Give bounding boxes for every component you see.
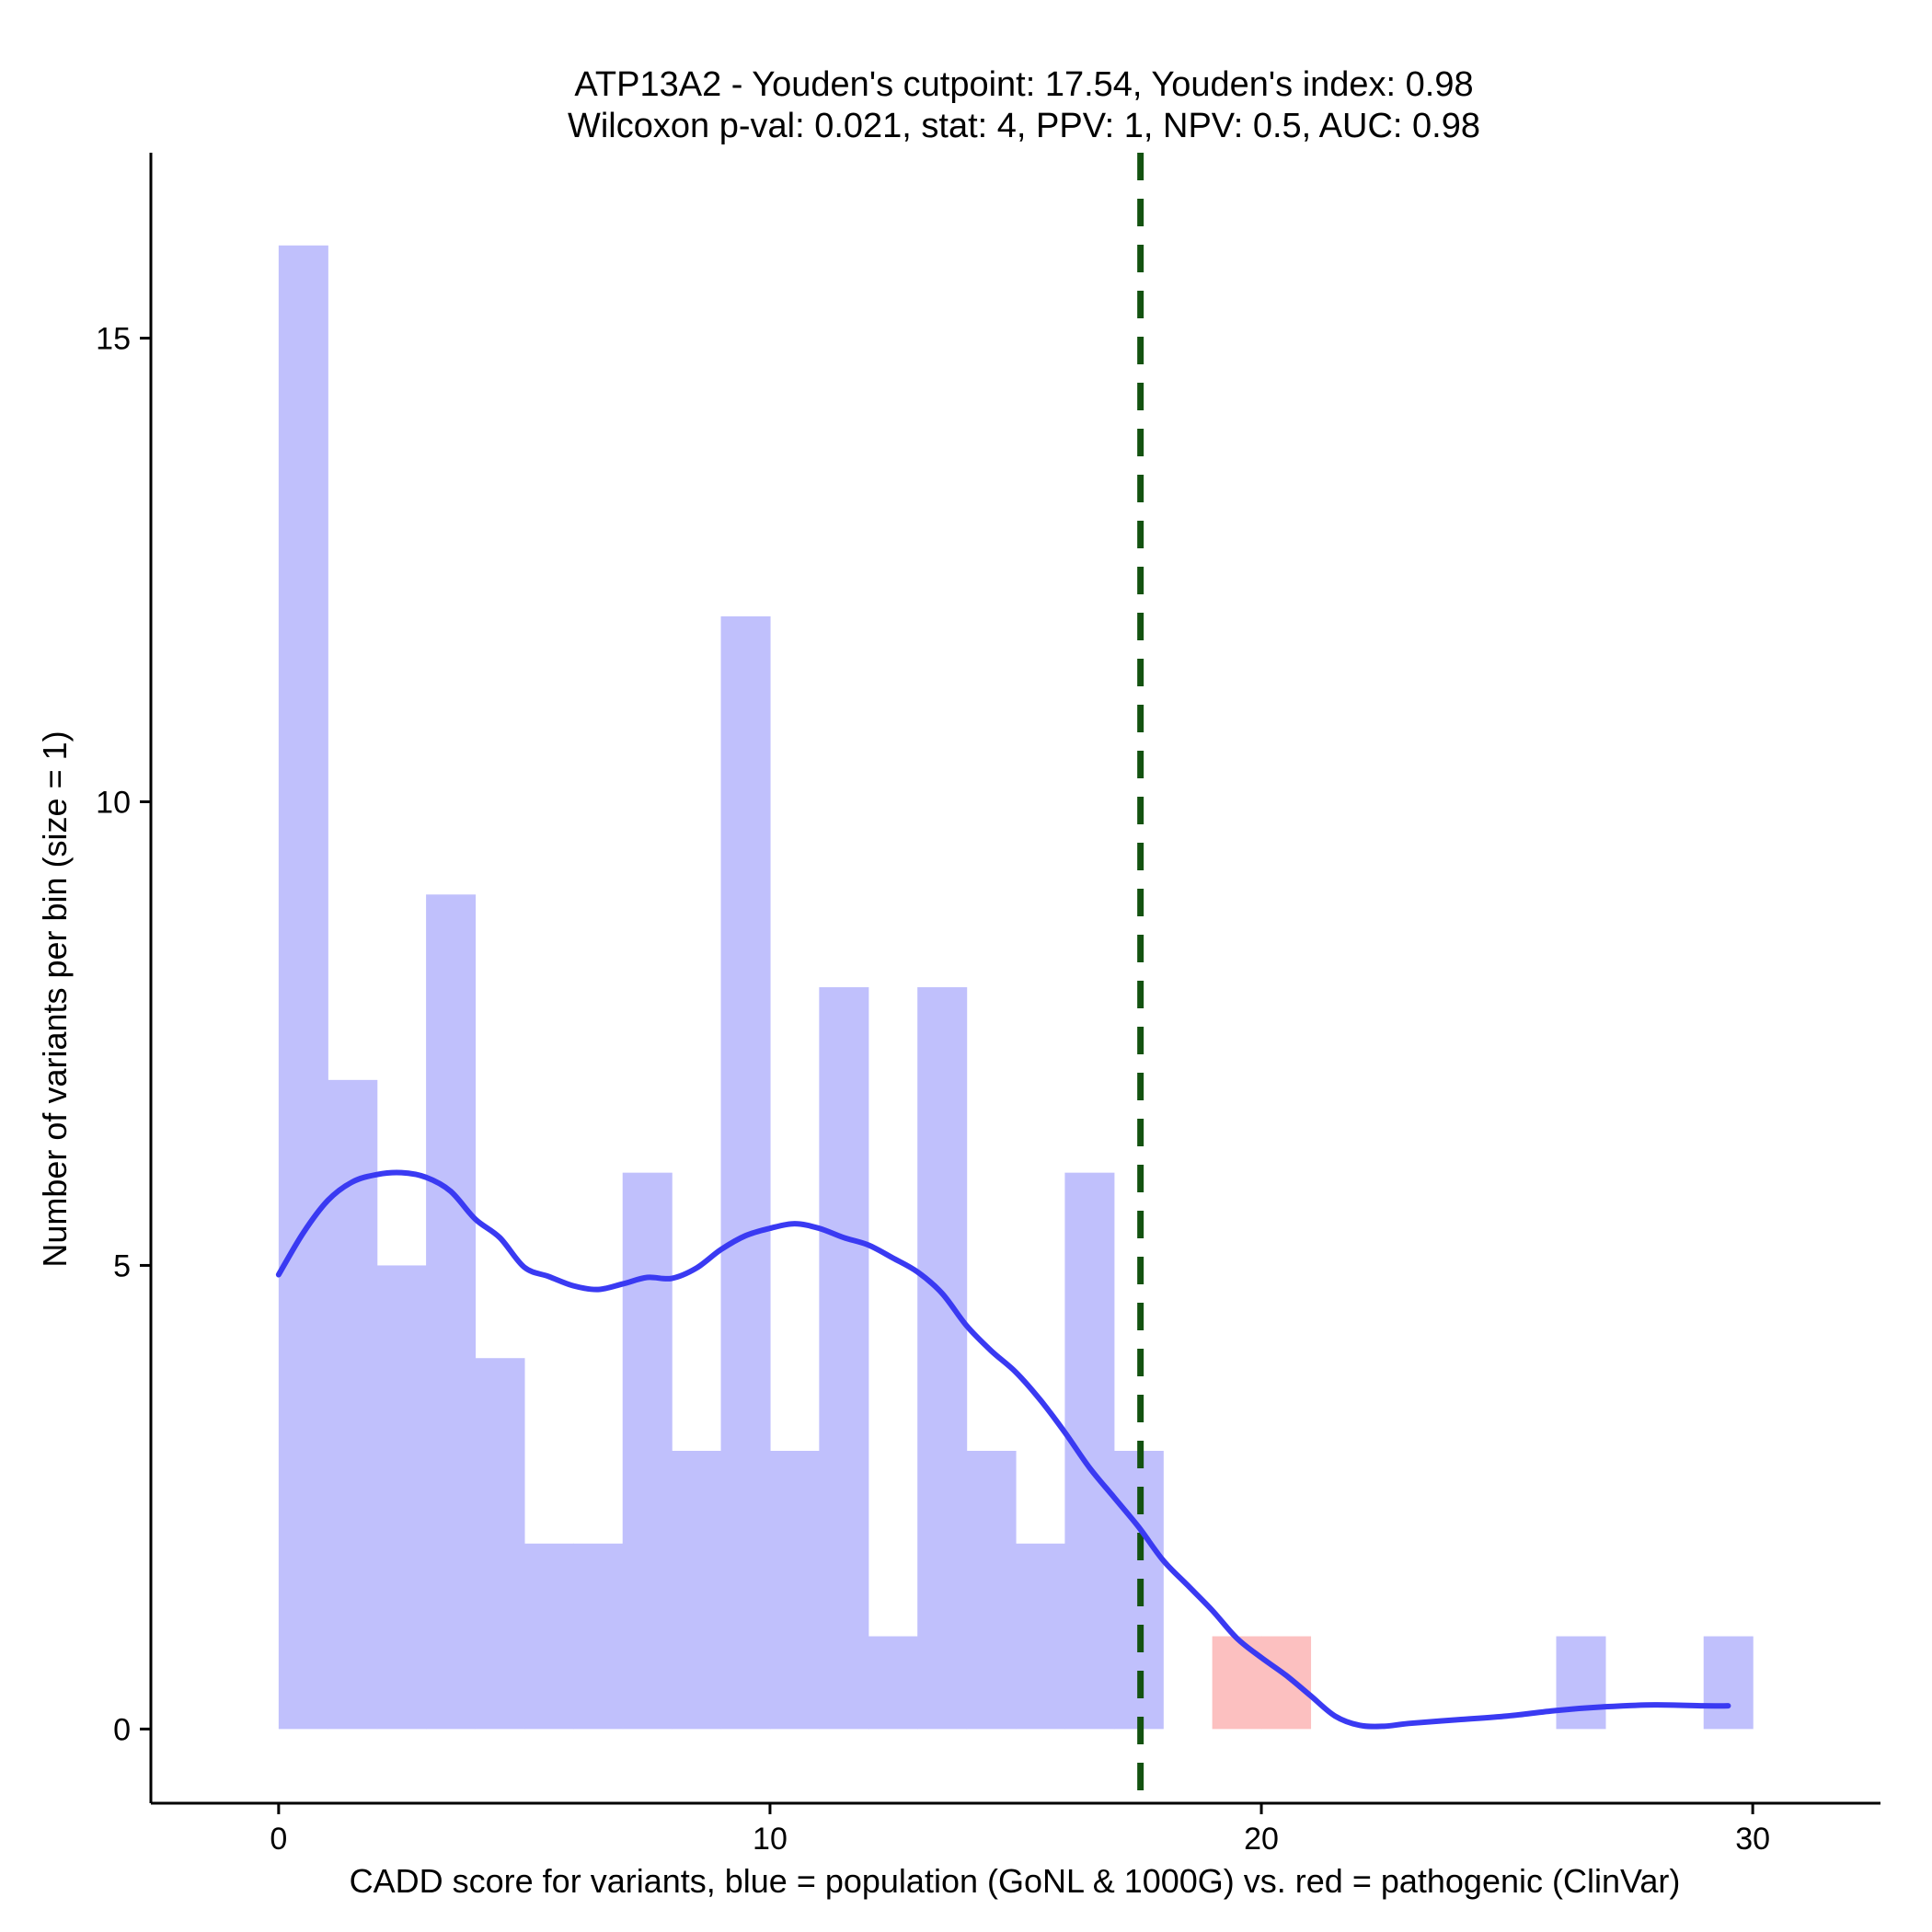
population-bar-0 (278, 245, 328, 1730)
population-bar-29 (1703, 1636, 1754, 1730)
population-bar-14 (966, 1451, 1017, 1730)
population-bar-5 (523, 1543, 574, 1730)
y-tick-label-5: 5 (113, 1248, 131, 1283)
y-axis-title: Number of variants per bin (size = 1) (36, 730, 74, 1267)
chart-title: ATP13A2 - Youden's cutpoint: 17.54, Youd… (574, 65, 1473, 104)
x-tick-label-10: 10 (753, 1822, 788, 1857)
density-layer (275, 1169, 1731, 1730)
population-bar-10 (769, 1451, 820, 1730)
population-bar-15 (1016, 1543, 1066, 1730)
y-tick-label-0: 0 (113, 1712, 131, 1747)
y-tick-label-15: 15 (96, 322, 131, 357)
population-bar-13 (917, 987, 968, 1730)
population-bar-26 (1556, 1636, 1606, 1730)
x-tick-label-0: 0 (270, 1822, 287, 1857)
population-bar-11 (819, 987, 869, 1730)
x-tick-label-20: 20 (1244, 1822, 1279, 1857)
y-tick-label-10: 10 (96, 786, 131, 821)
population-bar-8 (672, 1451, 722, 1730)
density-curve (275, 1169, 1731, 1730)
population-bar-7 (622, 1172, 673, 1730)
pathogenic-bar-20 (1261, 1636, 1312, 1730)
population-bar-6 (573, 1543, 624, 1730)
population-bar-3 (426, 894, 477, 1730)
x-axis-ticks: 0 10 20 30 (270, 1803, 1770, 1857)
chart-subtitle: Wilcoxon p-val: 0.021, stat: 4, PPV: 1, … (568, 107, 1480, 145)
population-bar-4 (475, 1358, 525, 1730)
histogram-bars (278, 245, 1754, 1730)
y-axis-ticks: 0 5 10 15 (96, 322, 151, 1747)
population-bar-12 (868, 1636, 918, 1730)
x-axis-title: CADD score for variants, blue = populati… (350, 1862, 1681, 1900)
population-bar-9 (720, 615, 771, 1730)
population-bar-1 (328, 1079, 378, 1730)
population-bar-2 (376, 1265, 427, 1730)
population-bar-16 (1064, 1172, 1115, 1730)
x-tick-label-30: 30 (1735, 1822, 1770, 1857)
